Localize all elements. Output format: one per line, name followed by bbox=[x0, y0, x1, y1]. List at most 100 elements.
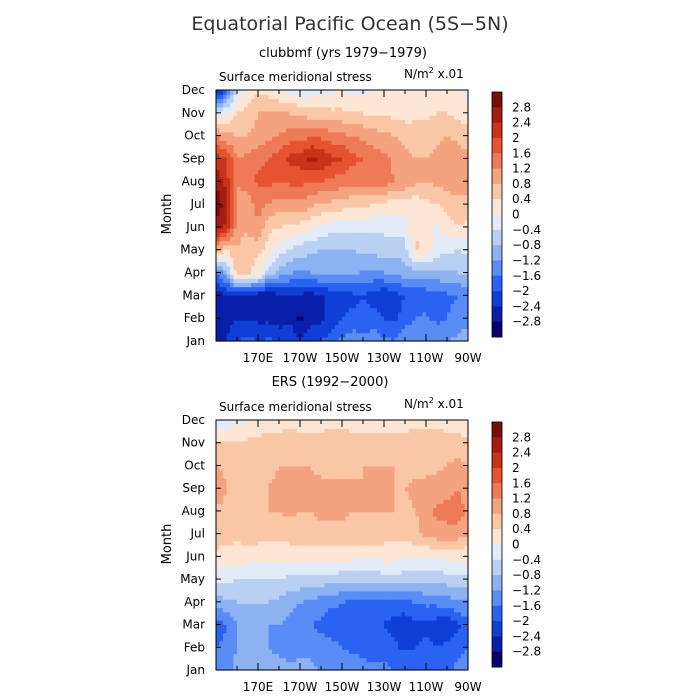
heatmap-cell bbox=[335, 127, 340, 133]
heatmap-cell bbox=[328, 131, 333, 137]
heatmap-cell bbox=[219, 332, 224, 338]
heatmap-cell bbox=[363, 98, 368, 104]
heatmap-cell bbox=[352, 202, 357, 208]
heatmap-cell bbox=[461, 320, 466, 325]
heatmap-cell bbox=[219, 645, 224, 650]
heatmap-cell bbox=[314, 240, 319, 246]
heatmap-cell bbox=[436, 219, 441, 225]
heatmap-cell bbox=[380, 186, 385, 191]
heatmap-cell bbox=[317, 661, 322, 667]
heatmap-cell bbox=[296, 194, 301, 200]
heatmap-cell bbox=[366, 653, 371, 659]
heatmap-cell bbox=[384, 198, 389, 204]
heatmap-cell bbox=[366, 110, 371, 116]
heatmap-cell bbox=[307, 127, 312, 133]
heatmap-cell bbox=[251, 278, 256, 284]
heatmap-cell bbox=[461, 303, 466, 309]
heatmap-cell bbox=[335, 110, 340, 116]
heatmap-cell bbox=[440, 177, 445, 183]
heatmap-cell bbox=[338, 240, 343, 246]
heatmap-cell bbox=[359, 240, 364, 246]
heatmap-cell bbox=[251, 282, 256, 288]
heatmap-cell bbox=[415, 665, 420, 671]
heatmap-cell bbox=[254, 286, 259, 292]
heatmap-cell bbox=[426, 110, 431, 116]
heatmap-cell bbox=[289, 173, 294, 179]
heatmap-cell bbox=[429, 661, 434, 667]
heatmap-cell bbox=[254, 261, 259, 267]
heatmap-cell bbox=[433, 119, 438, 125]
heatmap-cell bbox=[359, 640, 364, 646]
heatmap-cell bbox=[370, 265, 375, 271]
heatmap-cell bbox=[254, 645, 259, 650]
heatmap-cell bbox=[237, 282, 242, 288]
heatmap-cell bbox=[363, 140, 368, 145]
heatmap-cell bbox=[447, 278, 452, 284]
heatmap-cell bbox=[380, 169, 385, 175]
heatmap-cell bbox=[279, 140, 284, 145]
heatmap-cell bbox=[457, 144, 462, 150]
heatmap-cell bbox=[317, 324, 322, 330]
heatmap-cell bbox=[310, 665, 315, 671]
heatmap-cell bbox=[401, 123, 406, 129]
heatmap-cell bbox=[265, 202, 270, 208]
heatmap-cell bbox=[324, 169, 329, 175]
heatmap-cell bbox=[296, 106, 301, 112]
heatmap-cell bbox=[226, 303, 231, 309]
heatmap-cell bbox=[251, 177, 256, 183]
heatmap-cell bbox=[408, 294, 413, 300]
heatmap-cell bbox=[230, 94, 235, 99]
heatmap-cell bbox=[324, 657, 329, 663]
heatmap-cell bbox=[398, 303, 403, 309]
heatmap-cell bbox=[363, 311, 368, 317]
heatmap-cell bbox=[443, 661, 448, 667]
heatmap-cell bbox=[356, 115, 361, 120]
heatmap-cell bbox=[349, 98, 354, 104]
heatmap-cell bbox=[408, 136, 413, 141]
heatmap-cell bbox=[398, 156, 403, 162]
heatmap-cell bbox=[275, 131, 280, 137]
heatmap-cell bbox=[272, 215, 277, 221]
heatmap-cell bbox=[237, 294, 242, 300]
heatmap-cell bbox=[237, 198, 242, 204]
heatmap-cell bbox=[450, 336, 455, 342]
heatmap-cell bbox=[359, 653, 364, 659]
heatmap-cell bbox=[384, 148, 389, 154]
heatmap-cell bbox=[331, 253, 336, 258]
heatmap-cell bbox=[391, 177, 396, 183]
heatmap-cell bbox=[443, 315, 448, 321]
heatmap-cell bbox=[342, 165, 347, 171]
heatmap-cell bbox=[233, 148, 238, 154]
heatmap-cell bbox=[268, 282, 273, 288]
heatmap-cell bbox=[233, 244, 238, 250]
heatmap-cell bbox=[317, 657, 322, 663]
heatmap-cell bbox=[457, 115, 462, 120]
heatmap-cell bbox=[422, 156, 427, 162]
heatmap-cell bbox=[314, 194, 319, 200]
heatmap-cell bbox=[324, 202, 329, 208]
heatmap-cell bbox=[352, 186, 357, 191]
heatmap-cell bbox=[328, 657, 333, 663]
heatmap-cell bbox=[394, 236, 399, 242]
heatmap-cell bbox=[436, 303, 441, 309]
heatmap-cell bbox=[303, 102, 308, 108]
heatmap-cell bbox=[391, 244, 396, 250]
heatmap-cell bbox=[419, 131, 424, 137]
heatmap-cell bbox=[254, 303, 259, 309]
heatmap-cell bbox=[286, 253, 291, 258]
heatmap-cell bbox=[454, 182, 459, 187]
heatmap-cell bbox=[310, 102, 315, 108]
heatmap-cell bbox=[461, 240, 466, 246]
heatmap-cell bbox=[394, 90, 399, 95]
heatmap-cell bbox=[349, 127, 354, 133]
heatmap-cell bbox=[377, 194, 382, 200]
heatmap-cell bbox=[279, 102, 284, 108]
heatmap-cell bbox=[450, 152, 455, 158]
heatmap-cell bbox=[219, 315, 224, 321]
heatmap-cell bbox=[426, 290, 431, 296]
heatmap-cell bbox=[293, 640, 298, 646]
heatmap-cell bbox=[223, 236, 228, 242]
heatmap-cell bbox=[391, 90, 396, 95]
heatmap-cell bbox=[279, 282, 284, 288]
heatmap-cell bbox=[328, 144, 333, 150]
